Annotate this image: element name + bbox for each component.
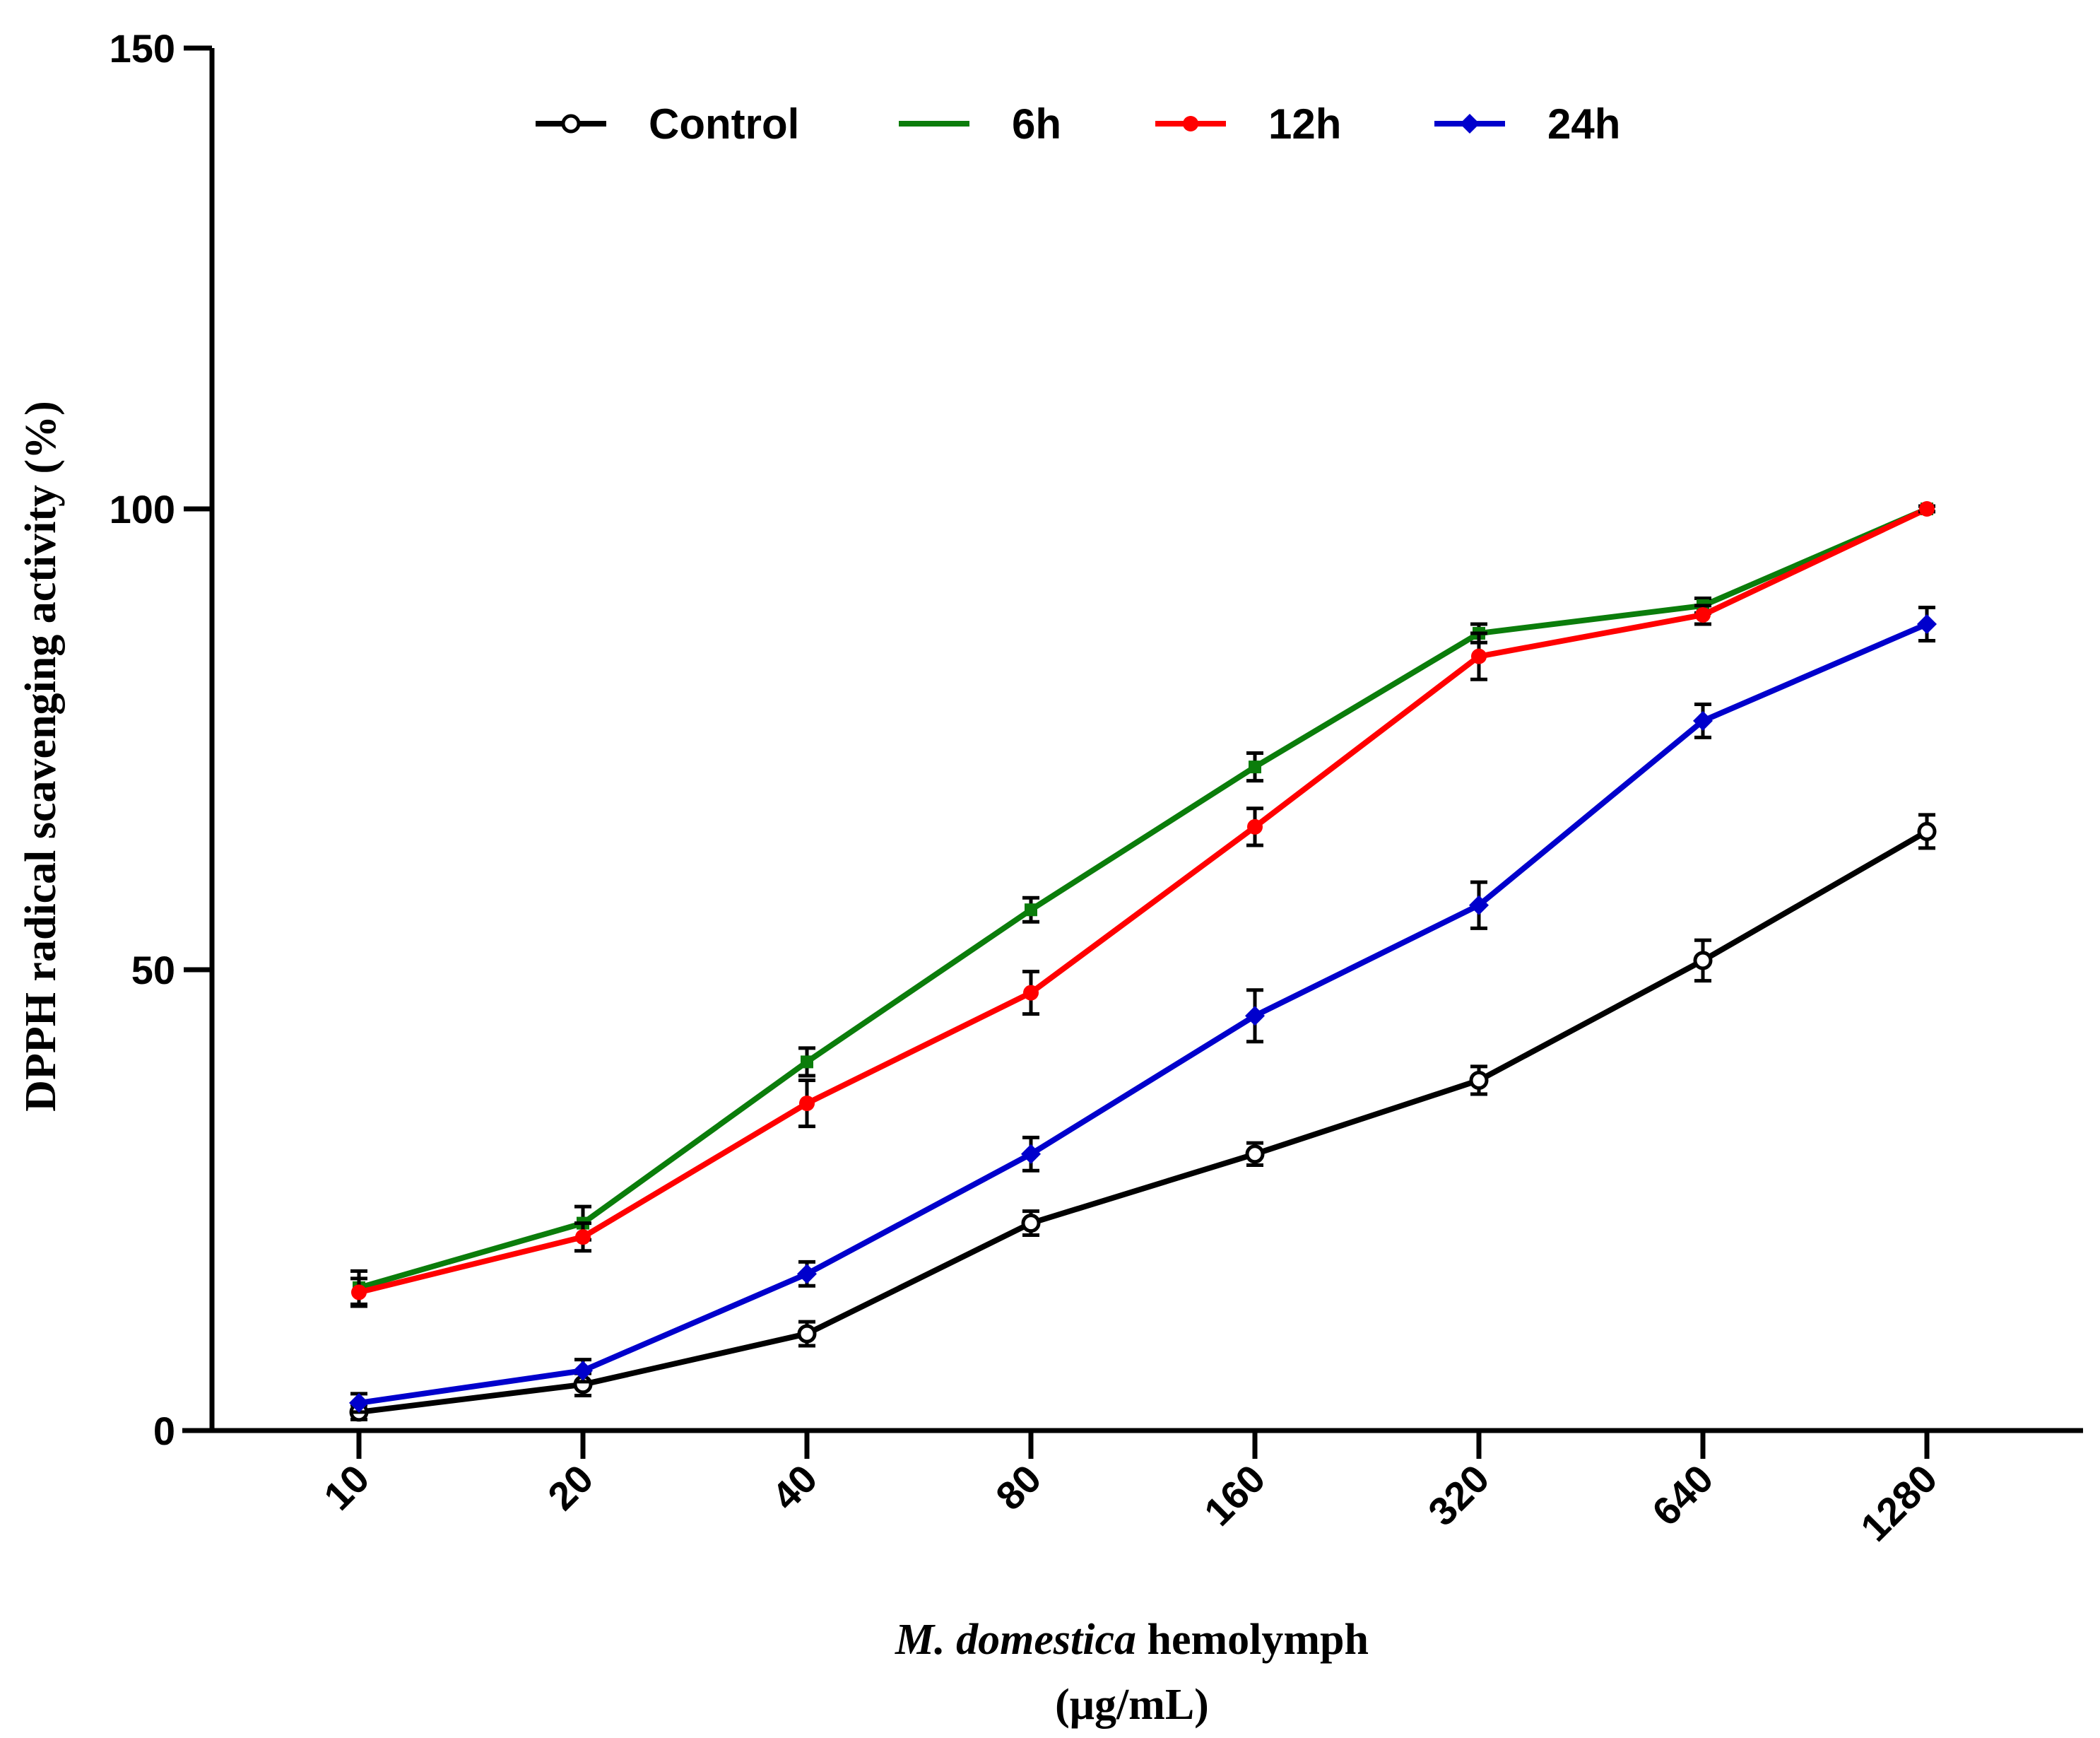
legend: Control 6h 12h 24h	[536, 100, 1620, 148]
series-line-Control	[358, 828, 1928, 1415]
data-point-24h-320	[1469, 895, 1489, 915]
x-tick-label-10: 10	[315, 1456, 378, 1519]
data-point-12h-640	[1695, 606, 1711, 623]
x-axis-title-regular: hemolymph	[1136, 1616, 1369, 1664]
x-axis-unit: (μg/mL)	[1055, 1681, 1209, 1729]
x-tick-label-20: 20	[539, 1456, 602, 1519]
data-point-12h-10	[351, 1284, 367, 1300]
data-point-12h-20	[575, 1229, 591, 1245]
axes	[182, 48, 2083, 1433]
x-axis-title: M. domestica hemolymph	[895, 1616, 1369, 1664]
legend-label-24h: 24h	[1547, 100, 1620, 148]
series-24h	[349, 606, 1937, 1414]
data-point-24h-640	[1693, 710, 1713, 731]
series-line-6h	[358, 506, 1928, 1291]
x-tick-label-640: 640	[1644, 1456, 1722, 1534]
series-12h	[350, 501, 1935, 1308]
data-point-Control-320	[1469, 1070, 1489, 1090]
data-point-24h-1280	[1917, 614, 1937, 634]
data-point-12h-320	[1471, 648, 1487, 664]
legend-label-6h: 6h	[1012, 100, 1061, 148]
data-point-24h-40	[797, 1264, 817, 1284]
data-point-Control-640	[1693, 951, 1713, 970]
data-point-12h-1280	[1919, 501, 1935, 517]
legend-marker-12h	[1183, 116, 1198, 131]
y-tick-label-50: 50	[131, 948, 175, 992]
series	[349, 501, 1937, 1422]
x-ticks: 10 20 40 80 160 320 640 1280	[315, 1431, 1946, 1550]
data-point-12h-160	[1247, 818, 1263, 835]
data-point-24h-20	[573, 1361, 593, 1381]
data-point-Control-1280	[1917, 821, 1937, 841]
data-point-24h-160	[1245, 1006, 1265, 1026]
data-point-6h-80	[1025, 903, 1037, 917]
data-point-12h-80	[1023, 985, 1039, 1001]
series-line-12h	[358, 506, 1928, 1296]
y-tick-label-100: 100	[110, 487, 175, 532]
x-axis-title-italic: M. domestica	[895, 1616, 1136, 1664]
legend-label-12h: 12h	[1268, 100, 1341, 148]
data-point-Control-160	[1245, 1144, 1265, 1164]
x-tick-label-80: 80	[987, 1456, 1050, 1519]
data-point-24h-80	[1021, 1144, 1041, 1164]
x-tick-label-160: 160	[1196, 1456, 1274, 1534]
data-point-6h-160	[1249, 761, 1261, 774]
legend-label-Control: Control	[649, 100, 799, 148]
data-point-Control-80	[1021, 1214, 1041, 1233]
data-point-Control-40	[797, 1324, 817, 1344]
y-axis-title: DPPH radical scavenging activity (%)	[17, 401, 65, 1112]
series-Control	[349, 813, 1937, 1422]
data-point-12h-40	[799, 1096, 815, 1112]
series-line-24h	[358, 621, 1928, 1406]
x-tick-label-320: 320	[1420, 1456, 1498, 1534]
data-point-6h-40	[801, 1055, 813, 1069]
data-point-24h-10	[349, 1392, 369, 1413]
legend-marker-24h	[1460, 114, 1480, 134]
y-tick-label-150: 150	[110, 26, 175, 71]
y-ticks: 0 50 100 150	[110, 26, 212, 1453]
x-tick-label-40: 40	[763, 1456, 826, 1519]
legend-marker-Control	[561, 114, 581, 134]
y-tick-label-0: 0	[153, 1409, 175, 1453]
x-tick-label-1280: 1280	[1852, 1456, 1946, 1550]
